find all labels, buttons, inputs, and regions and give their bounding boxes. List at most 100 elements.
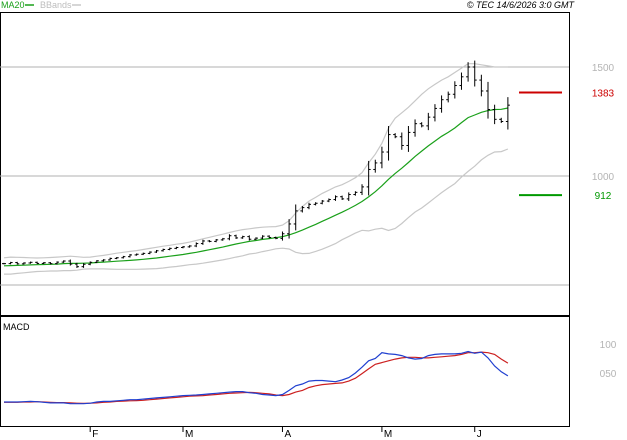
price-bar	[41, 262, 46, 265]
price-bar	[300, 206, 305, 213]
price-bar	[267, 235, 272, 239]
price-bar	[313, 202, 318, 206]
price-bar	[61, 260, 66, 263]
price-bar	[413, 119, 418, 137]
price-bar	[439, 95, 444, 113]
price-bar	[48, 262, 53, 265]
price-bar	[154, 249, 159, 253]
ma20-line-group	[3, 107, 509, 267]
price-bar	[452, 81, 457, 99]
price-tick-label: 1000	[592, 172, 615, 183]
bband-lower-line	[4, 148, 509, 275]
price-bar	[114, 256, 119, 260]
price-bar	[147, 251, 152, 255]
price-bar	[207, 240, 212, 243]
price-bar	[220, 237, 225, 241]
price-bar	[340, 195, 345, 200]
x-tick-label: M	[384, 429, 392, 440]
price-bar	[306, 202, 311, 210]
macd-lines	[4, 350, 509, 405]
macd-tick-label: 100	[600, 340, 617, 351]
x-tick-label: J	[477, 429, 482, 440]
price-bar	[373, 159, 378, 173]
price-bar	[55, 261, 60, 265]
bollinger-bands	[3, 63, 509, 275]
macd-line	[4, 350, 509, 405]
price-panel-frame	[0, 12, 570, 316]
price-levels: 1383 912	[519, 89, 615, 202]
price-bar	[333, 195, 338, 201]
price-bar	[419, 122, 424, 128]
legend-bbands-label: BBands	[40, 0, 72, 10]
price-bar	[200, 239, 205, 245]
price-bar	[253, 237, 258, 241]
price-bar	[353, 191, 358, 196]
price-bar	[472, 60, 477, 87]
price-bar	[187, 245, 192, 248]
price-bar	[280, 231, 285, 241]
x-tick-label: F	[92, 429, 98, 440]
price-bar	[234, 234, 239, 239]
price-bar	[21, 262, 26, 265]
price-bar	[499, 117, 504, 124]
price-bar	[161, 248, 166, 252]
ma20-line	[3, 107, 509, 267]
price-bar	[273, 236, 278, 240]
price-gridlines	[0, 66, 569, 286]
price-bars	[2, 60, 510, 268]
price-bar	[141, 252, 146, 256]
price-bar	[2, 262, 6, 265]
price-bar	[406, 125, 411, 152]
price-bar	[287, 219, 292, 239]
price-bar	[134, 253, 139, 256]
price-bar	[127, 254, 132, 258]
price-bar	[74, 262, 79, 268]
price-bar	[174, 246, 179, 250]
price-bar	[28, 261, 33, 264]
price-bar	[68, 259, 73, 266]
price-bar	[108, 257, 113, 261]
price-bar	[240, 235, 245, 239]
price-bar	[446, 91, 451, 103]
price-bar	[247, 235, 252, 241]
price-bar	[35, 261, 40, 265]
price-bar	[214, 239, 219, 243]
x-tick-label: A	[284, 429, 291, 440]
legend-ma20-label: MA20	[1, 0, 25, 10]
price-bar	[326, 198, 331, 203]
price-bar	[167, 247, 172, 251]
price-bar	[88, 261, 93, 266]
price-bar	[379, 146, 384, 169]
copyright-label: © TEC 14/6/2026 3:0 GMT	[467, 0, 576, 10]
macd-y-axis: 100 050	[600, 340, 617, 380]
price-bar	[505, 97, 510, 130]
bband-upper-line	[3, 63, 508, 259]
price-bar	[15, 261, 20, 265]
price-y-axis: 1500 1000	[592, 63, 615, 183]
price-bar	[260, 235, 265, 240]
price-bar	[479, 74, 484, 97]
macd-signal-line	[4, 351, 509, 405]
price-bar	[181, 246, 186, 249]
price-bar	[393, 133, 398, 139]
macd-panel-frame	[0, 316, 570, 427]
price-bar	[94, 260, 99, 264]
price-bar	[492, 104, 497, 125]
price-tick-label: 1500	[592, 63, 615, 74]
macd-panel-title: MACD	[3, 322, 30, 332]
price-bar	[346, 192, 351, 202]
resistance-level-label: 1383	[592, 89, 615, 100]
price-bar	[8, 261, 13, 265]
price-bar	[194, 242, 199, 248]
support-level-label: 912	[595, 191, 612, 202]
price-bar	[320, 199, 325, 205]
price-bar	[121, 255, 126, 259]
price-bar	[432, 104, 437, 122]
price-bar	[227, 234, 232, 241]
price-bar	[360, 184, 365, 196]
price-bar	[485, 81, 490, 119]
price-bar	[101, 259, 106, 262]
macd-tick-label: 050	[600, 369, 617, 380]
